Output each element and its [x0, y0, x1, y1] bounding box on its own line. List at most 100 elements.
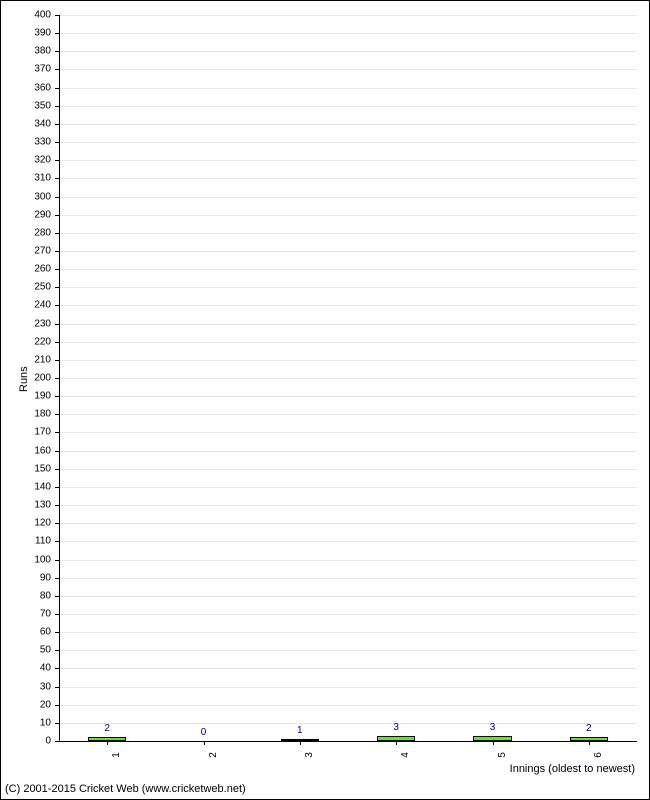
y-tick-label: 20 — [1, 699, 51, 710]
y-tick-label: 50 — [1, 645, 51, 656]
gridline — [59, 614, 637, 615]
y-tick-label: 380 — [1, 46, 51, 57]
y-tick-label: 70 — [1, 608, 51, 619]
y-tick-label: 120 — [1, 518, 51, 529]
bar-value-label: 3 — [490, 722, 496, 733]
y-tick-label: 10 — [1, 717, 51, 728]
gridline — [59, 432, 637, 433]
gridline — [59, 723, 637, 724]
y-tick-label: 400 — [1, 10, 51, 21]
gridline — [59, 51, 637, 52]
y-tick-label: 230 — [1, 318, 51, 329]
gridline — [59, 269, 637, 270]
gridline — [59, 360, 637, 361]
bar-value-label: 2 — [104, 723, 110, 734]
gridline — [59, 106, 637, 107]
gridline — [59, 705, 637, 706]
gridline — [59, 560, 637, 561]
y-tick-label: 340 — [1, 118, 51, 129]
bar-value-label: 2 — [586, 723, 592, 734]
y-tick-label: 160 — [1, 445, 51, 456]
y-tick-label: 250 — [1, 282, 51, 293]
gridline — [59, 305, 637, 306]
y-tick-label: 260 — [1, 264, 51, 275]
gridline — [59, 451, 637, 452]
gridline — [59, 650, 637, 651]
gridline — [59, 378, 637, 379]
gridline — [59, 523, 637, 524]
y-tick-label: 40 — [1, 663, 51, 674]
y-tick-label: 180 — [1, 409, 51, 420]
y-tick-label: 310 — [1, 173, 51, 184]
x-tick-mark — [589, 741, 590, 745]
x-tick-mark — [300, 741, 301, 745]
y-axis-line — [59, 15, 60, 741]
y-tick-label: 290 — [1, 209, 51, 220]
x-tick-mark — [107, 741, 108, 745]
gridline — [59, 160, 637, 161]
x-tick-label: 1 — [111, 752, 122, 758]
gridline — [59, 142, 637, 143]
y-tick-label: 170 — [1, 427, 51, 438]
y-tick-label: 110 — [1, 536, 51, 547]
gridline — [59, 69, 637, 70]
y-tick-label: 320 — [1, 155, 51, 166]
gridline — [59, 33, 637, 34]
x-axis-line — [59, 741, 637, 742]
y-tick-label: 350 — [1, 100, 51, 111]
y-tick-label: 60 — [1, 627, 51, 638]
gridline — [59, 124, 637, 125]
y-tick-label: 370 — [1, 64, 51, 75]
gridline — [59, 287, 637, 288]
gridline — [59, 505, 637, 506]
bar-value-label: 1 — [297, 725, 303, 736]
gridline — [59, 414, 637, 415]
chart-container: Runs Innings (oldest to newest) (C) 2001… — [0, 0, 650, 800]
y-tick-label: 140 — [1, 481, 51, 492]
x-tick-label: 2 — [208, 752, 219, 758]
x-tick-label: 4 — [400, 752, 411, 758]
gridline — [59, 487, 637, 488]
y-tick-label: 80 — [1, 590, 51, 601]
y-tick-label: 200 — [1, 373, 51, 384]
y-tick-label: 240 — [1, 300, 51, 311]
y-tick-label: 280 — [1, 227, 51, 238]
gridline — [59, 342, 637, 343]
y-tick-label: 130 — [1, 500, 51, 511]
gridline — [59, 233, 637, 234]
y-tick-label: 190 — [1, 391, 51, 402]
y-tick-label: 150 — [1, 463, 51, 474]
gridline — [59, 668, 637, 669]
gridline — [59, 251, 637, 252]
gridline — [59, 197, 637, 198]
gridline — [59, 541, 637, 542]
y-tick-label: 0 — [1, 736, 51, 747]
gridline — [59, 215, 637, 216]
x-tick-label: 6 — [593, 752, 604, 758]
x-tick-mark — [204, 741, 205, 745]
y-tick-label: 90 — [1, 572, 51, 583]
copyright-text: (C) 2001-2015 Cricket Web (www.cricketwe… — [5, 783, 246, 795]
y-tick-label: 30 — [1, 681, 51, 692]
gridline — [59, 578, 637, 579]
x-tick-label: 5 — [497, 752, 508, 758]
y-tick-label: 270 — [1, 245, 51, 256]
y-tick-label: 330 — [1, 137, 51, 148]
y-tick-label: 100 — [1, 554, 51, 565]
gridline — [59, 15, 637, 16]
x-axis-label: Innings (oldest to newest) — [510, 763, 635, 775]
x-tick-mark — [396, 741, 397, 745]
gridline — [59, 396, 637, 397]
gridline — [59, 178, 637, 179]
x-tick-label: 3 — [304, 752, 315, 758]
gridline — [59, 596, 637, 597]
x-tick-mark — [493, 741, 494, 745]
y-tick-label: 360 — [1, 82, 51, 93]
gridline — [59, 469, 637, 470]
gridline — [59, 687, 637, 688]
bar-value-label: 0 — [201, 727, 207, 738]
bar-value-label: 3 — [393, 722, 399, 733]
y-tick-label: 210 — [1, 354, 51, 365]
y-tick-label: 390 — [1, 28, 51, 39]
y-tick-label: 300 — [1, 191, 51, 202]
